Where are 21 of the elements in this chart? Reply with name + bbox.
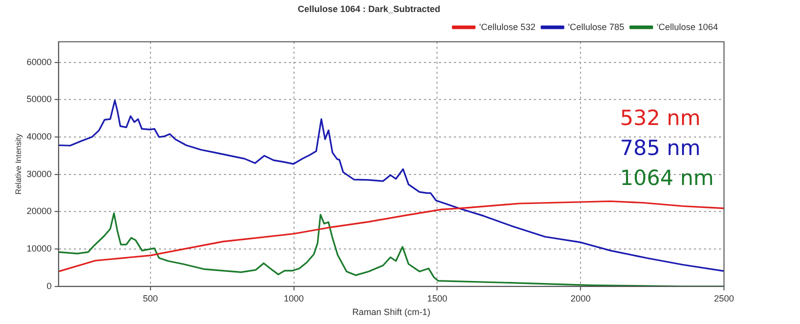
legend-label: 'Cellulose 532 <box>479 22 536 32</box>
x-tick-label: 2500 <box>714 293 734 304</box>
x-tick-label: 500 <box>142 293 158 304</box>
y-tick-label: 30000 <box>26 168 52 179</box>
y-tick-label: 20000 <box>26 206 52 216</box>
annotation: 1064 nm <box>620 166 714 190</box>
x-tick-label: 2000 <box>570 293 591 304</box>
annotation: 532 nm <box>620 106 701 130</box>
y-tick-label: 40000 <box>26 132 52 142</box>
legend-label: 'Cellulose 785 <box>568 22 624 32</box>
y-tick-label: 0 <box>46 280 52 291</box>
legend-label: 'Cellulose 1064 <box>656 22 718 32</box>
x-tick-label: 1000 <box>284 293 304 304</box>
y-tick-label: 50000 <box>26 94 52 104</box>
x-tick-label: 1500 <box>427 293 448 304</box>
annotation: 785 nm <box>620 136 701 160</box>
x-axis-title: Raman Shift (cm-1) <box>352 307 430 318</box>
y-axis-title: Relative Intensity <box>14 134 24 195</box>
chart-title: Cellulose 1064 : Dark_Subtracted <box>298 4 440 14</box>
y-tick-label: 60000 <box>26 56 52 67</box>
y-tick-label: 10000 <box>26 244 52 254</box>
